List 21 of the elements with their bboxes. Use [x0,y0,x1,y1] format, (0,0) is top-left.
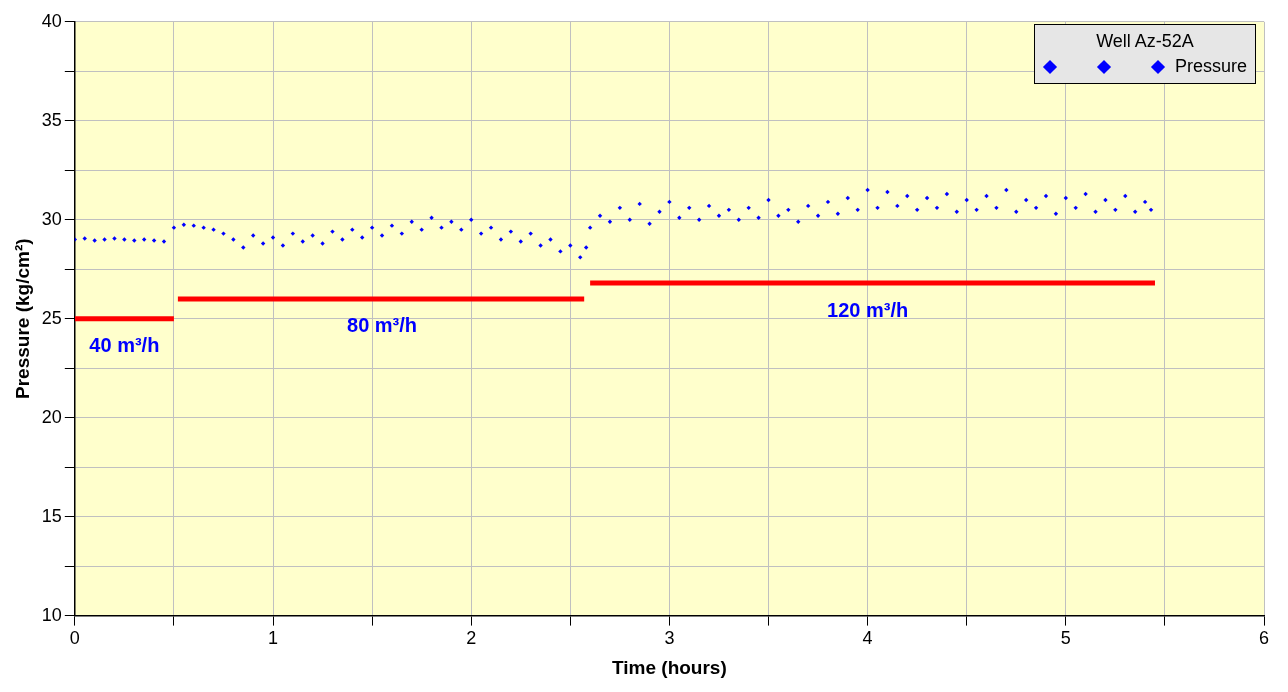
x-tick-label: 6 [1258,628,1270,649]
annotation: 120 m³/h [827,298,909,321]
y-tick-label: 10 [41,604,62,625]
y-tick-label: 35 [41,109,62,130]
x-tick-label: 3 [664,628,675,649]
y-tick-label: 20 [41,406,62,427]
legend-label: Pressure [1174,56,1247,77]
y-tick-label: 30 [41,208,62,229]
annotation: 40 m³/h [89,334,160,357]
y-tick-label: 25 [41,307,62,328]
x-axis-title: Time (hours) [612,656,727,678]
x-tick-label: 0 [69,628,80,649]
x-tick-label: 2 [466,628,477,649]
y-axis-title: Pressure (kg/cm²) [11,238,33,399]
x-tick-label: 4 [862,628,873,649]
annotation: 80 m³/h [347,314,418,337]
y-tick-label: 40 [41,10,62,31]
legend-title: Well Az-52A [1095,31,1195,52]
y-tick-label: 15 [41,505,62,526]
x-tick-label: 5 [1060,628,1071,649]
x-tick-label: 1 [268,628,279,649]
